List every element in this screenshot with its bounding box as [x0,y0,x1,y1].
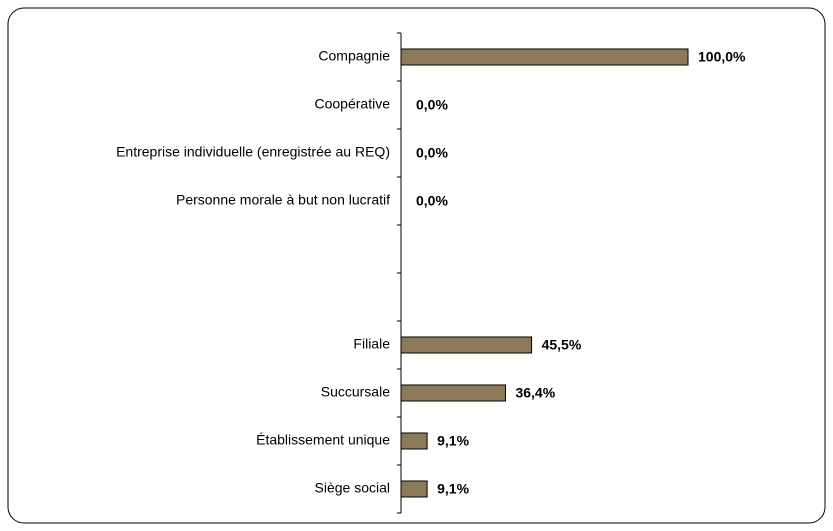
category-label: Succursale [321,384,390,400]
bar [400,48,689,66]
bar [400,336,533,354]
bar [400,432,428,450]
bar [400,384,506,402]
value-label: 9,1% [437,481,469,497]
value-label: 36,4% [515,385,555,401]
category-label: Entreprise individuelle (enregistrée au … [116,144,390,160]
category-label: Coopérative [315,96,391,112]
value-label: 0,0% [416,97,448,113]
value-label: 9,1% [437,433,469,449]
category-label: Compagnie [318,48,390,64]
category-label: Établissement unique [256,432,390,448]
value-label: 45,5% [542,337,582,353]
value-label: 0,0% [416,145,448,161]
category-label: Filiale [353,336,390,352]
category-label: Siège social [315,480,391,496]
category-label: Personne morale à but non lucratif [176,192,390,208]
value-label: 100,0% [698,49,746,65]
value-label: 0,0% [416,193,448,209]
frame [7,7,826,524]
bar [400,480,428,498]
